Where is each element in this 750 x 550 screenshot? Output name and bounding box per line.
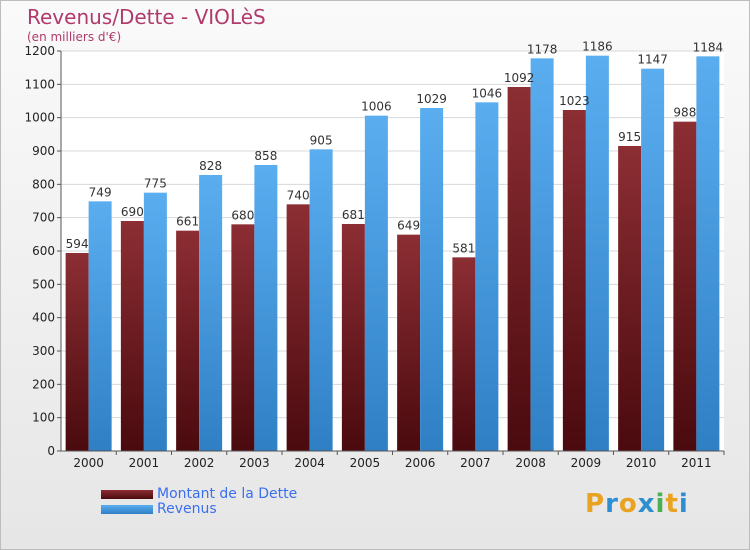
data-label-revenus-2007: 1046 bbox=[472, 86, 503, 100]
y-tick-label: 200 bbox=[32, 377, 55, 391]
data-label-revenus-2000: 749 bbox=[89, 185, 112, 199]
y-tick-label: 900 bbox=[32, 144, 55, 158]
bar-revenus-2006 bbox=[420, 108, 444, 451]
bar-dette-2007 bbox=[452, 257, 476, 451]
y-tick-label: 100 bbox=[32, 411, 55, 425]
data-label-dette-2010: 915 bbox=[618, 130, 641, 144]
bars bbox=[65, 55, 720, 452]
logo-letter: r bbox=[605, 489, 619, 519]
gridlines bbox=[61, 50, 724, 452]
bar-revenus-2002 bbox=[199, 175, 223, 451]
y-tick-label: 1000 bbox=[24, 111, 55, 125]
data-label-revenus-2002: 828 bbox=[199, 159, 222, 173]
bar-dette-2003 bbox=[231, 224, 255, 451]
bar-revenus-2007 bbox=[475, 102, 499, 451]
legend-swatch-revenus bbox=[101, 505, 153, 514]
y-tick-label: 800 bbox=[32, 177, 55, 191]
x-tick-label: 2006 bbox=[405, 456, 436, 470]
data-label-dette-2003: 680 bbox=[231, 208, 254, 222]
bar-revenus-2009 bbox=[585, 55, 609, 452]
bar-dette-2010 bbox=[618, 146, 642, 451]
x-tick-label: 2001 bbox=[129, 456, 160, 470]
chart-subtitle: (en milliers d'€) bbox=[27, 30, 122, 44]
logo-letter: i bbox=[678, 489, 689, 519]
data-label-revenus-2003: 858 bbox=[254, 149, 277, 163]
bar-revenus-2005 bbox=[364, 115, 388, 452]
x-tick-label: 2003 bbox=[239, 456, 270, 470]
data-label-dette-2006: 649 bbox=[397, 219, 420, 233]
x-tick-label: 2008 bbox=[515, 456, 546, 470]
data-label-dette-2008: 1092 bbox=[504, 71, 535, 85]
axes bbox=[57, 50, 725, 455]
data-label-revenus-2009: 1186 bbox=[582, 40, 613, 54]
bar-dette-2000 bbox=[65, 253, 89, 451]
bar-dette-2001 bbox=[120, 221, 144, 451]
x-tick-label: 2005 bbox=[350, 456, 381, 470]
bar-dette-2009 bbox=[562, 110, 586, 451]
x-tick-label: 2007 bbox=[460, 456, 491, 470]
data-label-dette-2001: 690 bbox=[121, 205, 144, 219]
logo-letter: t bbox=[665, 489, 679, 519]
x-tick-label: 2002 bbox=[184, 456, 215, 470]
data-label-revenus-2010: 1147 bbox=[637, 53, 668, 67]
y-tick-label: 1100 bbox=[24, 77, 55, 91]
data-label-dette-2004: 740 bbox=[287, 188, 310, 202]
legend-label-dette: Montant de la Dette bbox=[157, 486, 298, 502]
bar-dette-2002 bbox=[176, 230, 200, 451]
y-tick-label: 400 bbox=[32, 311, 55, 325]
x-tick-label: 2004 bbox=[294, 456, 325, 470]
logo-letter: x bbox=[637, 489, 656, 519]
bar-dette-2008 bbox=[507, 87, 531, 451]
bar-revenus-2001 bbox=[143, 192, 167, 451]
y-tick-label: 1200 bbox=[24, 44, 55, 58]
x-tick-label: 2000 bbox=[73, 456, 104, 470]
proxiti-logo: Proxiti bbox=[585, 489, 689, 519]
x-tick-label: 2009 bbox=[571, 456, 602, 470]
legend-label-revenus: Revenus bbox=[157, 501, 217, 517]
data-label-revenus-2008: 1178 bbox=[527, 42, 558, 56]
data-label-revenus-2004: 905 bbox=[310, 133, 333, 147]
x-tick-label: 2010 bbox=[626, 456, 657, 470]
logo-letter: o bbox=[618, 489, 638, 519]
data-label-revenus-2005: 1006 bbox=[361, 100, 392, 114]
y-tick-label: 500 bbox=[32, 277, 55, 291]
y-tick-label: 300 bbox=[32, 344, 55, 358]
chart-title: Revenus/Dette - VIOLèS bbox=[27, 5, 266, 29]
data-label-dette-2007: 581 bbox=[452, 241, 475, 255]
logo-letter: i bbox=[655, 489, 666, 519]
logo-letter: P bbox=[585, 489, 606, 519]
labels: 0 100 200 300 400 500 600 700 800 900 1000 1100 1200… bbox=[24, 40, 723, 470]
data-label-revenus-2006: 1029 bbox=[416, 92, 447, 106]
data-label-dette-2000: 594 bbox=[66, 237, 89, 251]
bar-revenus-2000 bbox=[88, 201, 112, 451]
x-tick-label: 2011 bbox=[681, 456, 712, 470]
legend-swatch-dette bbox=[101, 490, 153, 499]
bar-revenus-2010 bbox=[641, 68, 665, 452]
y-tick-label: 600 bbox=[32, 244, 55, 258]
bar-dette-2006 bbox=[397, 234, 421, 451]
bar-revenus-2011 bbox=[696, 56, 720, 451]
bar-dette-2005 bbox=[341, 224, 365, 451]
data-label-dette-2005: 681 bbox=[342, 208, 365, 222]
bar-revenus-2008 bbox=[530, 58, 554, 451]
y-tick-label: 0 bbox=[47, 444, 55, 458]
data-label-dette-2011: 988 bbox=[673, 106, 696, 120]
y-tick-label: 700 bbox=[32, 211, 55, 225]
bar-dette-2011 bbox=[673, 121, 697, 452]
data-label-dette-2009: 1023 bbox=[559, 94, 590, 108]
bar-revenus-2004 bbox=[309, 149, 333, 452]
data-label-revenus-2001: 775 bbox=[144, 177, 167, 191]
data-label-dette-2002: 661 bbox=[176, 215, 199, 229]
bar-revenus-2003 bbox=[254, 165, 278, 451]
data-label-revenus-2011: 1184 bbox=[693, 40, 724, 54]
bar-dette-2004 bbox=[286, 204, 310, 451]
